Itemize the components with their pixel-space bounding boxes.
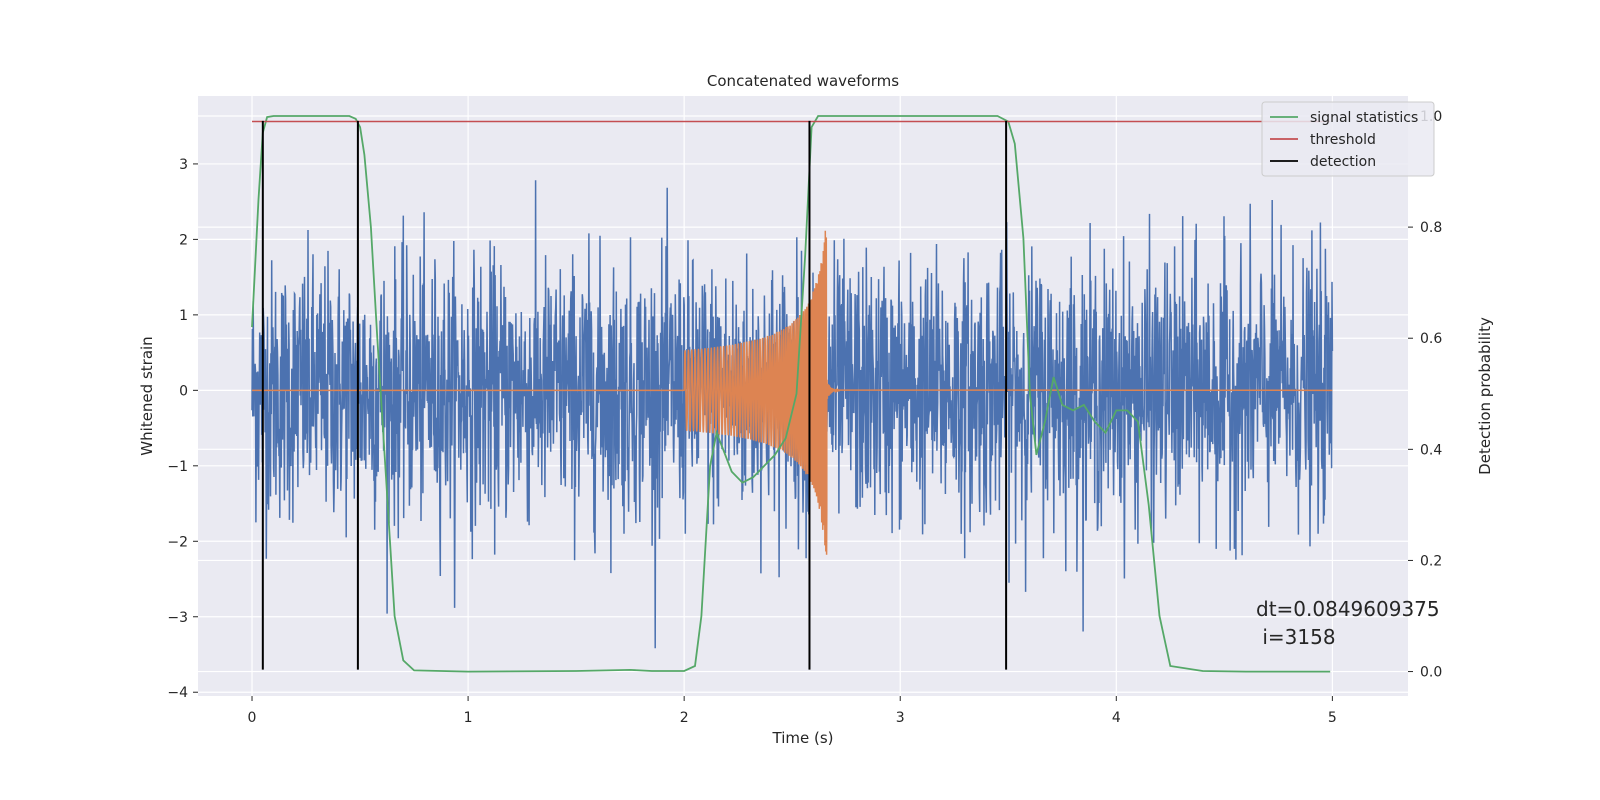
plot-area [251, 115, 1334, 673]
x-tick-label: 5 [1328, 710, 1337, 726]
y-axis-right-label: Detection probability [1476, 317, 1494, 475]
y-tick-label: −2 [167, 534, 188, 550]
y-tick-label: −4 [167, 685, 188, 701]
y-tick-label: 2 [179, 232, 188, 248]
y-tick-label: 0 [179, 383, 188, 399]
y-right-tick-label: 0.0 [1420, 665, 1442, 681]
y-tick-label: −3 [167, 610, 188, 626]
legend-label-statistics: signal statistics [1310, 110, 1418, 126]
y-tick-label: 1 [179, 308, 188, 324]
x-tick-label: 4 [1112, 710, 1121, 726]
legend-box [1261, 101, 1435, 177]
y-right-tick-label: 0.6 [1420, 331, 1442, 347]
detection-lines [261, 120, 1008, 670]
y-right-tick-label: 0.4 [1420, 442, 1442, 458]
y-right-tick-label: 0.2 [1420, 553, 1442, 569]
x-tick-label: 3 [896, 710, 905, 726]
template-waveform-line [252, 230, 1333, 555]
annotation-dt: dt=0.0849609375 [1256, 597, 1440, 621]
x-axis-label: Time (s) [772, 729, 834, 747]
y-axis-label: Whitened strain [138, 336, 156, 455]
y-right-tick-label: 0.8 [1420, 220, 1442, 236]
legend-label-detection: detection [1310, 154, 1376, 170]
y-tick-label: 3 [179, 157, 188, 173]
legend: signal statistics threshold detection [1261, 101, 1435, 177]
whitened-strain-line [251, 180, 1334, 649]
x-tick-label: 2 [680, 710, 689, 726]
annotation-index: i=3158 [1256, 625, 1336, 649]
y-tick-label: −1 [167, 459, 188, 475]
legend-label-threshold: threshold [1310, 132, 1376, 148]
x-tick-label: 0 [248, 710, 257, 726]
x-tick-label: 1 [464, 710, 473, 726]
signal-statistics-line [251, 115, 1331, 673]
chart-title: Concatenated waveforms [707, 72, 899, 90]
